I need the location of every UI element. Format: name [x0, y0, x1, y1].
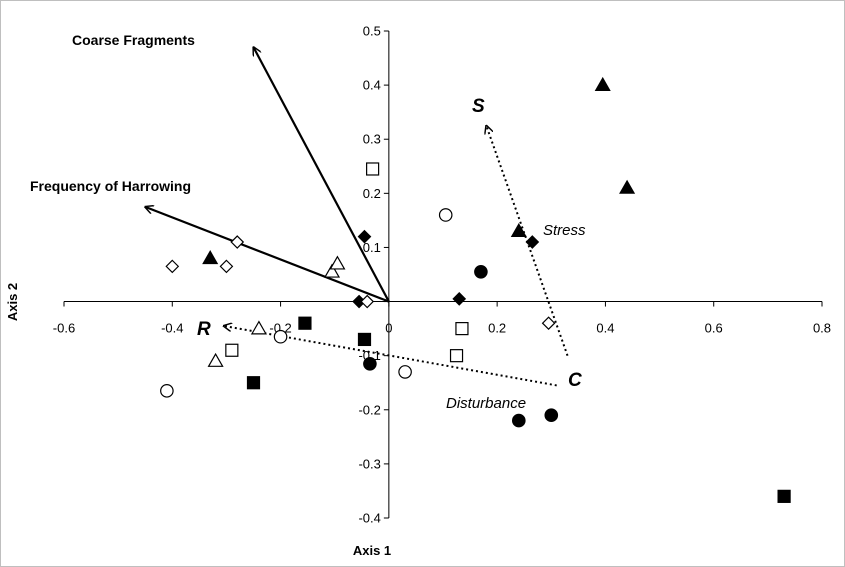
point-open-diamond	[165, 259, 180, 274]
x-tick-label: 0.8	[813, 321, 831, 336]
point-open-triangle	[250, 320, 267, 335]
point-open-diamond	[230, 235, 245, 249]
point-open-circle	[438, 208, 453, 222]
axes	[63, 30, 823, 519]
x-tick-label: -0.4	[161, 321, 183, 336]
point-open-triangle	[323, 263, 341, 278]
point-filled-diamond	[357, 229, 372, 244]
point-filled-triangle	[594, 76, 611, 91]
point-filled-circle	[511, 413, 526, 428]
point-open-diamond	[360, 294, 375, 309]
y-tick-label: -0.4	[358, 511, 380, 526]
y-tick-label: 0.2	[363, 186, 381, 201]
point-open-square	[449, 349, 464, 363]
point-open-diamond	[541, 316, 556, 331]
point-filled-square	[246, 376, 261, 390]
point-filled-circle	[474, 264, 488, 279]
point-open-diamond	[219, 259, 234, 274]
y-tick-label: 0.4	[363, 78, 381, 93]
point-open-circle	[398, 365, 412, 379]
vector-arrow-frequency-of-harrowing	[145, 207, 390, 303]
csr-letter-c: C	[568, 370, 582, 391]
point-filled-circle	[363, 356, 377, 371]
vector-label-coarse-fragments: Coarse Fragments	[72, 32, 195, 48]
point-open-circle	[273, 329, 288, 344]
x-tick-label: -0.2	[269, 321, 291, 336]
x-tick-label: 0.2	[488, 321, 506, 336]
csr-letter-s: S	[472, 96, 485, 117]
y-tick-label: -0.3	[358, 456, 380, 471]
annotation-disturbance: Disturbance	[446, 395, 526, 412]
point-open-triangle	[207, 352, 224, 367]
vector-label-frequency-of-harrowing: Frequency of Harrowing	[30, 178, 191, 194]
annotation-stress: Stress	[543, 222, 586, 239]
point-open-triangle	[329, 255, 346, 270]
x-axis-title: Axis 1	[353, 543, 391, 558]
env-vectors	[145, 47, 390, 303]
y-axis-title: Axis 2	[5, 283, 20, 321]
point-open-square	[366, 162, 380, 176]
point-filled-square	[357, 332, 372, 347]
data-points	[160, 76, 791, 503]
point-open-square	[455, 322, 469, 336]
point-filled-diamond	[452, 292, 467, 306]
x-tick-label: 0.6	[705, 321, 723, 336]
point-filled-diamond	[525, 235, 540, 249]
vector-arrow-coarse-fragments	[254, 47, 390, 303]
y-tick-label: 0.1	[363, 240, 381, 255]
point-open-square	[225, 343, 239, 357]
point-open-circle	[160, 384, 174, 398]
csr-letter-r: R	[197, 319, 211, 340]
point-filled-triangle	[510, 223, 527, 238]
point-filled-triangle	[202, 250, 219, 265]
point-filled-triangle	[619, 179, 636, 194]
y-tick-label: 0.5	[363, 24, 381, 39]
x-tick-label: 0.4	[596, 321, 614, 336]
x-tick-label: 0	[385, 321, 392, 336]
y-tick-label: 0.3	[363, 132, 381, 147]
point-filled-circle	[544, 408, 559, 422]
x-tick-label: -0.6	[53, 321, 75, 336]
point-filled-square	[298, 316, 312, 330]
x-tick-labels: -0.6 -0.4 -0.2 0 0.2 0.4 0.6 0.8	[53, 321, 831, 336]
point-filled-square	[777, 489, 791, 503]
y-tick-label: -0.2	[358, 402, 380, 417]
